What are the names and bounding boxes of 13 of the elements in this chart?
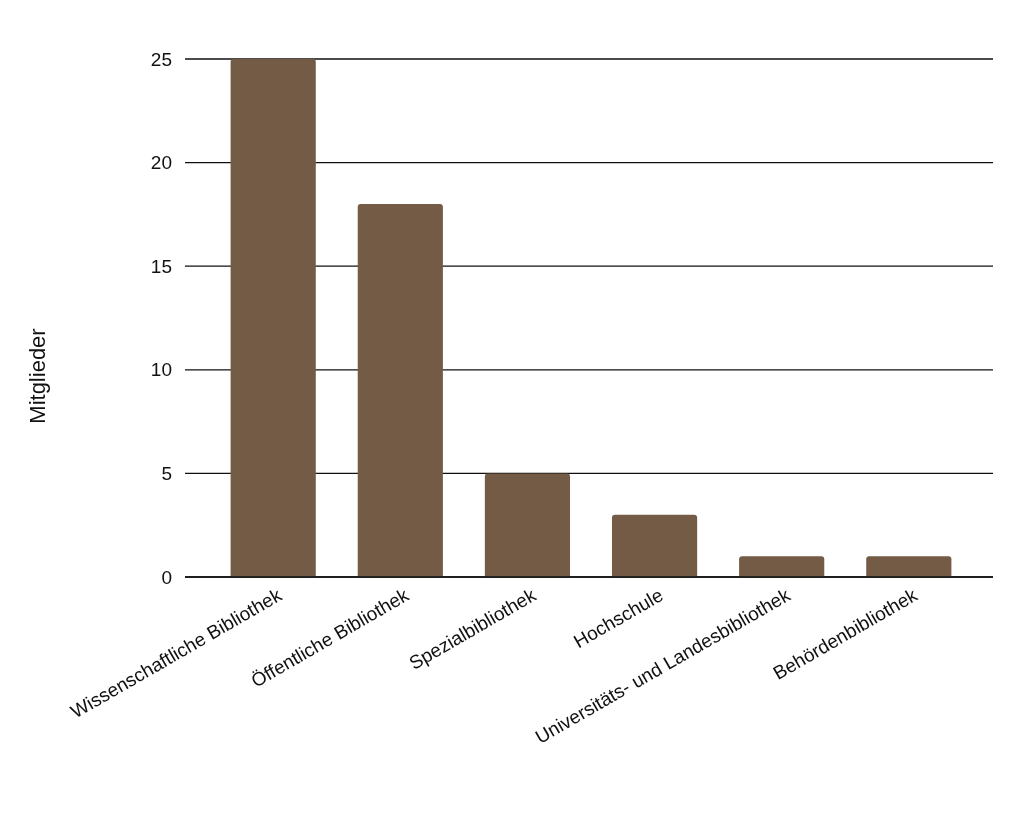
bar bbox=[230, 59, 316, 577]
y-tick-label: 5 bbox=[161, 463, 172, 485]
bar bbox=[739, 556, 825, 577]
y-tick-label: 25 bbox=[150, 48, 172, 70]
y-tick-label: 10 bbox=[150, 359, 172, 381]
bar bbox=[484, 473, 571, 577]
y-axis-title: Mitglieder bbox=[25, 328, 50, 424]
bar bbox=[357, 204, 443, 577]
y-tick-label: 15 bbox=[150, 255, 172, 277]
bar bbox=[611, 514, 698, 577]
y-tick-label: 0 bbox=[161, 566, 172, 588]
bar bbox=[866, 556, 952, 577]
y-tick-label: 20 bbox=[150, 152, 172, 174]
